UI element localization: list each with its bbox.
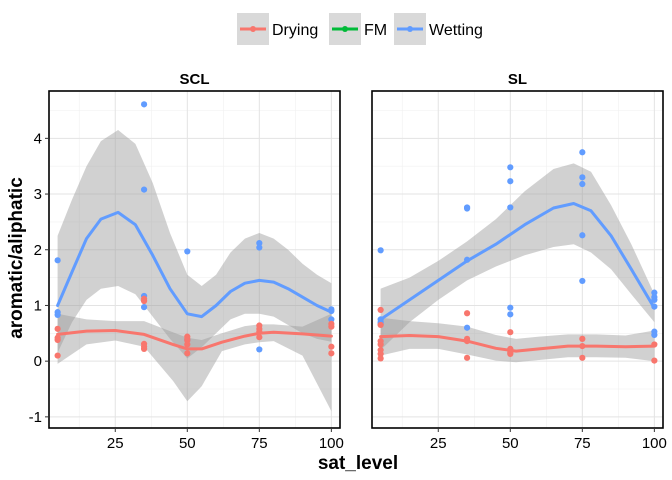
x-tick-label: 100 (319, 435, 344, 452)
data-point-wetting (507, 304, 514, 311)
data-point-wetting (140, 101, 148, 108)
data-point-wetting (463, 205, 471, 212)
data-point-wetting (579, 277, 586, 285)
y-tick-label: 1 (34, 297, 42, 314)
x-tick-label: 50 (179, 435, 196, 452)
x-tick-label: 75 (574, 435, 591, 452)
panel-title: SL (508, 71, 527, 88)
data-point-wetting (54, 257, 61, 264)
data-point-drying (256, 334, 263, 341)
data-point-wetting (54, 311, 61, 319)
panel-title: SCL (180, 71, 210, 88)
data-point-drying (463, 354, 471, 361)
confidence-band-drying (380, 317, 655, 363)
legend: Drying FM Wetting (237, 13, 483, 45)
data-point-drying (328, 350, 335, 357)
smooth-line-drying (56, 329, 333, 351)
y-axis-label: aromatic/aliphatic (6, 177, 27, 339)
data-point-wetting (463, 324, 471, 331)
legend-point-fm (342, 26, 348, 32)
data-point-wetting (507, 311, 514, 318)
data-point-drying (507, 329, 514, 336)
x-tick-label: 100 (642, 435, 667, 452)
data-point-wetting (579, 149, 586, 156)
data-point-drying (463, 310, 471, 317)
data-point-drying (651, 357, 658, 364)
data-point-drying (377, 306, 384, 314)
data-point-drying (328, 323, 335, 330)
data-point-wetting (256, 346, 263, 353)
data-point-wetting (579, 180, 586, 188)
data-point-wetting (579, 232, 586, 239)
data-point-wetting (579, 174, 586, 181)
data-point-wetting (651, 296, 658, 303)
data-point-wetting (377, 247, 384, 254)
data-point-wetting (256, 244, 263, 251)
x-tick-label: 25 (430, 435, 447, 452)
data-point-drying (140, 297, 148, 305)
data-point-drying (579, 335, 586, 342)
data-point-wetting (507, 178, 514, 185)
panel-border (371, 90, 664, 429)
confidence-band-wetting (57, 130, 332, 359)
data-point-wetting (651, 331, 658, 339)
smooth-line-wetting (379, 202, 656, 321)
panel-scl: SCL 25 50 75 100 -1 0 1 2 3 4 (29, 71, 344, 452)
smooth-line-drying (379, 334, 656, 353)
legend-label-drying: Drying (272, 22, 318, 39)
x-axis-label: sat_level (318, 453, 398, 474)
legend-label-fm: FM (364, 22, 387, 39)
data-point-drying (377, 321, 384, 329)
y-tick-label: -1 (29, 409, 42, 426)
panel-border (48, 90, 341, 429)
data-point-drying (184, 350, 191, 357)
legend-point-drying (250, 26, 256, 32)
data-point-drying (507, 350, 514, 358)
data-point-drying (54, 352, 61, 359)
y-tick-label: 2 (34, 242, 42, 259)
x-tick-label: 25 (107, 435, 124, 452)
data-point-drying (377, 355, 384, 362)
data-point-drying (54, 325, 61, 332)
data-point-wetting (256, 239, 263, 247)
data-point-drying (328, 343, 335, 350)
data-point-wetting (507, 164, 514, 171)
data-point-wetting (184, 248, 191, 255)
panels: SCL 25 50 75 100 -1 0 1 2 3 4 SL 25 50 75 100 (29, 71, 667, 452)
data-point-wetting (140, 186, 148, 193)
legend-point-wetting (407, 26, 413, 32)
panel-sl: SL 25 50 75 100 (371, 71, 667, 452)
y-tick-label: 3 (34, 186, 42, 203)
data-point-drying (184, 341, 191, 348)
data-point-wetting (328, 316, 335, 323)
data-point-drying (140, 345, 148, 353)
smooth-line-wetting (56, 210, 333, 319)
data-point-wetting (507, 204, 514, 211)
data-point-wetting (140, 304, 148, 311)
x-tick-label: 75 (251, 435, 268, 452)
data-point-drying (54, 336, 61, 344)
data-point-drying (579, 354, 586, 361)
data-point-drying (377, 341, 384, 348)
y-tick-label: 4 (34, 130, 42, 147)
data-point-drying (377, 350, 384, 358)
x-tick-label: 50 (502, 435, 519, 452)
confidence-band-drying (57, 313, 332, 412)
legend-label-wetting: Wetting (429, 22, 483, 39)
data-point-wetting (651, 289, 658, 296)
y-tick-label: 0 (34, 353, 42, 370)
